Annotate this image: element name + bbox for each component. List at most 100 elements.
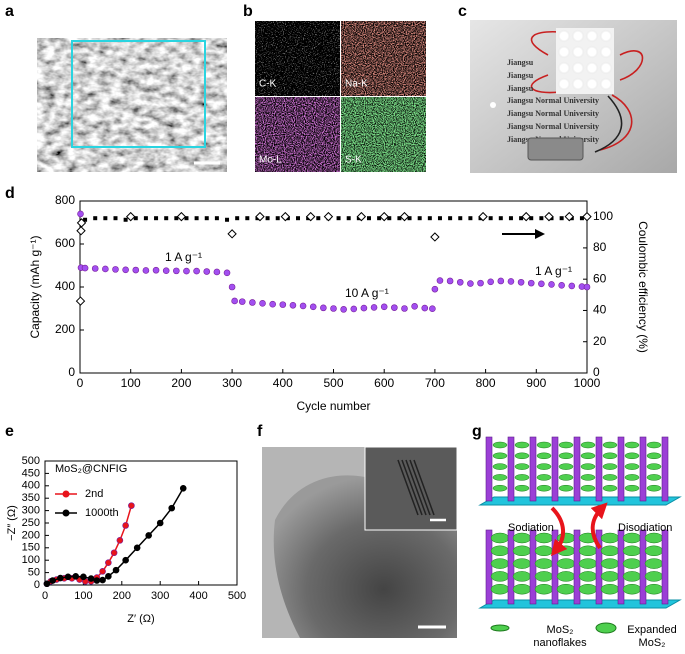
arrow-label: Sodiation xyxy=(508,522,554,534)
mos2-flake xyxy=(602,474,618,481)
marker xyxy=(245,216,250,221)
marker xyxy=(437,216,442,221)
led xyxy=(585,29,599,43)
mos2-flake xyxy=(492,474,508,481)
mos2-flake xyxy=(558,474,574,481)
marker xyxy=(103,216,108,221)
marker xyxy=(316,216,321,221)
mos2-flake xyxy=(602,484,618,492)
marker xyxy=(259,300,266,307)
connector xyxy=(527,137,584,161)
mos2-flake xyxy=(514,463,530,470)
marker xyxy=(377,216,382,221)
marker xyxy=(76,226,86,236)
y-tick-label: 300 xyxy=(22,505,40,517)
mos2-flake xyxy=(534,545,554,557)
graphene-sheet xyxy=(573,529,581,605)
led xyxy=(557,77,571,91)
mos2-flake xyxy=(490,571,510,582)
mos2-flake xyxy=(622,532,642,544)
marker xyxy=(80,573,87,581)
photo-text: Jiangsu Normal University xyxy=(507,96,599,105)
marker xyxy=(399,211,410,222)
mos2-flake xyxy=(624,474,640,481)
marker xyxy=(223,269,231,277)
x-tick-label: 0 xyxy=(77,376,84,390)
marker xyxy=(113,216,118,221)
y-tick-label: 200 xyxy=(55,322,75,336)
marker xyxy=(43,580,51,588)
graphene-sheet xyxy=(507,436,515,502)
marker xyxy=(379,211,389,222)
legend-flake xyxy=(490,624,510,632)
marker xyxy=(446,277,454,285)
legend-label: MoS₂ xyxy=(547,624,574,636)
y-tick-label: 200 xyxy=(22,529,40,541)
led xyxy=(599,45,613,59)
annotation: 10 A g⁻¹ xyxy=(345,286,389,300)
y-tick-label: 100 xyxy=(22,554,40,566)
marker xyxy=(156,519,164,527)
y-axis-label: Capacity (mAh g⁻¹) xyxy=(28,235,42,338)
mos2-flake xyxy=(492,441,508,449)
marker xyxy=(76,218,87,228)
marker xyxy=(275,216,280,221)
marker xyxy=(330,305,337,312)
y-tick-label: 400 xyxy=(55,279,75,293)
marker xyxy=(105,559,112,566)
panel-label: b xyxy=(243,3,253,20)
marker xyxy=(227,229,237,239)
graphene-sheet xyxy=(595,436,603,502)
marker xyxy=(64,573,72,581)
marker xyxy=(544,211,554,222)
marker xyxy=(93,577,101,584)
mos2-flake xyxy=(622,545,642,557)
mos2-flake xyxy=(512,532,532,544)
marker xyxy=(323,211,334,222)
marker xyxy=(387,216,392,221)
marker xyxy=(75,296,86,306)
marker xyxy=(346,216,351,221)
mos2-flake xyxy=(536,441,552,449)
marker xyxy=(99,576,106,584)
marker xyxy=(204,216,209,221)
mos2-flake xyxy=(512,583,532,595)
marker xyxy=(122,522,129,529)
mos2-flake xyxy=(514,441,530,449)
marker xyxy=(231,297,238,305)
mos2-flake xyxy=(580,452,596,460)
y-tick-label: 0 xyxy=(68,365,75,379)
lattice-fringe xyxy=(397,459,419,516)
annotation: 1 A g⁻¹ xyxy=(535,264,572,278)
mos2-flake xyxy=(512,558,532,569)
mos2-flake xyxy=(580,484,596,492)
mos2-flake xyxy=(578,583,598,595)
mos2-flake xyxy=(556,558,576,569)
graphene-sheet xyxy=(507,529,515,605)
marker xyxy=(477,279,484,287)
photo-text: Jiangsu xyxy=(507,58,534,67)
mos2-flake xyxy=(556,583,576,595)
marker xyxy=(110,549,118,557)
mos2-flake xyxy=(536,452,552,460)
marker xyxy=(558,281,565,289)
marker xyxy=(299,302,307,310)
y-tick-label: 400 xyxy=(22,480,40,492)
lattice-fringe xyxy=(401,459,423,516)
y2-tick-label: 80 xyxy=(593,240,607,254)
mos2-flake xyxy=(578,558,598,569)
marker xyxy=(102,265,109,273)
marker xyxy=(269,300,276,308)
panel-label: g xyxy=(472,423,482,440)
x-tick-label: 400 xyxy=(189,590,207,602)
mos2-flake xyxy=(602,452,618,460)
marker xyxy=(279,301,287,308)
marker xyxy=(407,216,412,221)
mos2-flake xyxy=(600,583,620,595)
marker xyxy=(174,216,179,221)
marker xyxy=(564,211,574,222)
marker xyxy=(213,268,221,276)
x-tick-label: 800 xyxy=(476,376,496,390)
marker xyxy=(456,278,464,286)
marker xyxy=(579,216,584,221)
